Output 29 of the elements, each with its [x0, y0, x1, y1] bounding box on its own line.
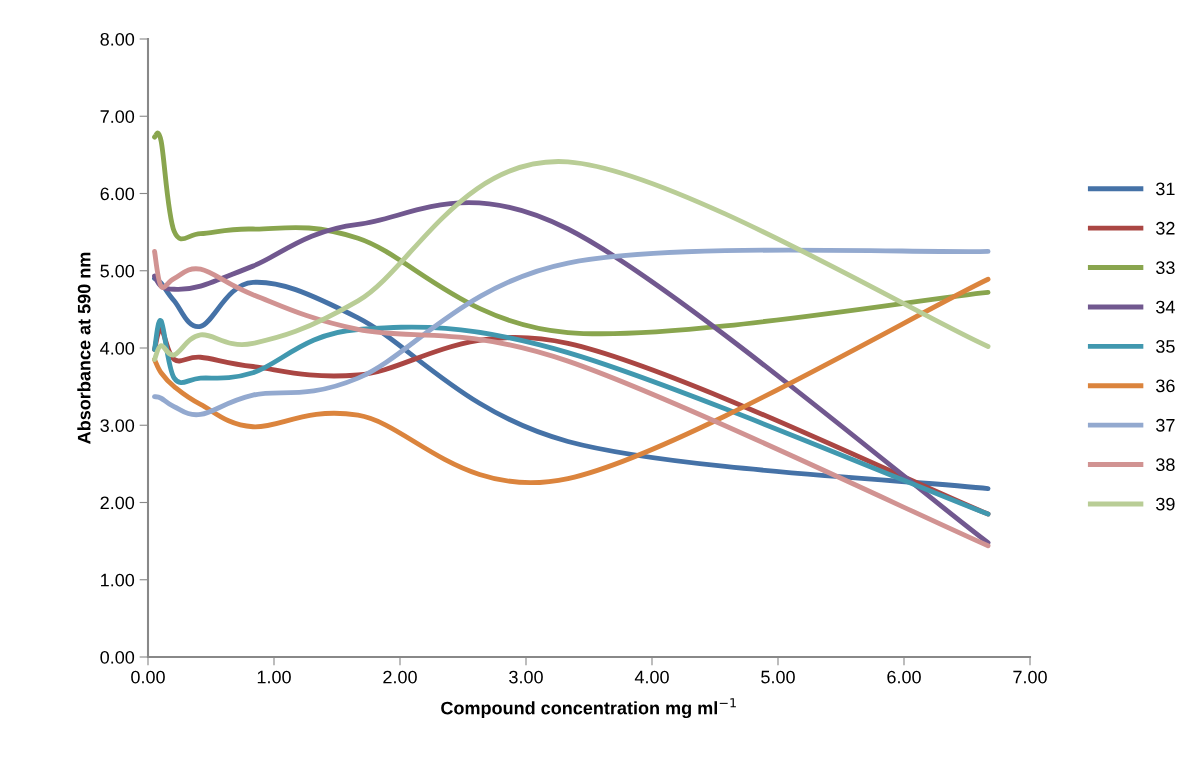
legend-label: 32	[1156, 221, 1175, 235]
x-tick-label: 7.00	[1013, 670, 1047, 684]
x-tick-label: 2.00	[383, 670, 417, 684]
legend-label: 36	[1156, 379, 1175, 393]
x-tick-label: 4.00	[634, 670, 669, 684]
legend-label: 37	[1156, 418, 1175, 432]
y-tick-label: 0.00	[100, 650, 135, 664]
x-tick-label: 0.00	[131, 670, 165, 684]
y-tick-label: 2.00	[100, 496, 135, 510]
legend-label: 31	[1156, 182, 1175, 196]
legend-label: 34	[1156, 300, 1175, 314]
y-tick-label: 6.00	[100, 187, 135, 201]
x-tick-label: 1.00	[257, 670, 291, 684]
legend-label: 38	[1156, 458, 1175, 472]
y-tick-label: 1.00	[101, 573, 135, 587]
y-tick-label: 7.00	[100, 110, 135, 123]
x-axis-title: Compound concentration mg ml$^{−1}$	[441, 698, 736, 719]
y-axis-title: Absorbance at 590 nm	[77, 252, 91, 444]
y-tick-label: 4.00	[100, 341, 135, 355]
legend-label: 33	[1156, 261, 1175, 275]
line-series	[152, 159, 991, 363]
legend-label: 39	[1156, 497, 1175, 511]
x-tick-label: 3.00	[509, 670, 543, 684]
legend-label: 35	[1156, 340, 1175, 353]
x-tick-label: 6.00	[887, 670, 921, 684]
y-tick-label: 8.00	[100, 32, 135, 46]
y-tick-label: 3.00	[100, 419, 135, 432]
x-tick-label: 5.00	[761, 670, 795, 684]
y-tick-label: 5.00	[100, 264, 135, 278]
